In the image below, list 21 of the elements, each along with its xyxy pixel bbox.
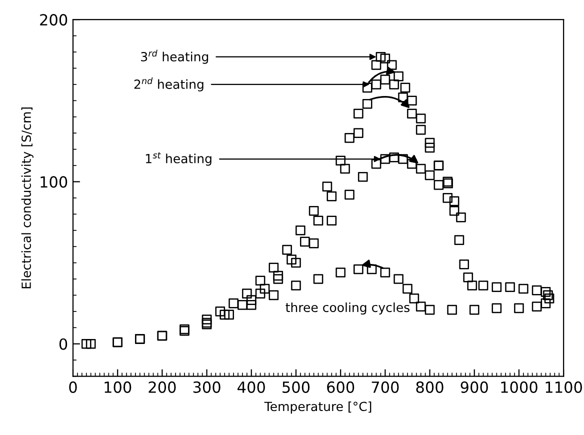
x-tick-label: 0 [69,381,77,393]
annotation: 3$^{rd}$ heating [141,50,208,64]
x-tick-label: 500 [282,381,310,393]
y-tick-label: 200 [40,14,68,26]
x-tick-label: 900 [460,381,488,393]
x-axis-title: Temperature [°C] [264,401,372,414]
annotation: three cooling cycles [286,302,410,315]
x-tick-label: 1000 [501,381,538,393]
x-tick-label: 100 [104,381,132,393]
x-tick-label: 400 [238,381,265,393]
x-tick-label: 600 [327,381,354,393]
x-tick-label: 800 [416,381,444,393]
annotation: 2$^{nd}$ heating [134,77,204,92]
x-tick-label: 300 [193,381,220,393]
x-tick-label: 200 [148,381,176,393]
x-tick-label: 1100 [546,381,582,393]
y-tick-label: 100 [40,176,68,188]
annotation: 1$^{st}$ heating [146,152,212,166]
y-axis-title: Electrical conductivity [S/cm] [21,107,34,288]
y-tick-label: 0 [59,338,68,350]
x-tick-label: 700 [372,381,399,393]
